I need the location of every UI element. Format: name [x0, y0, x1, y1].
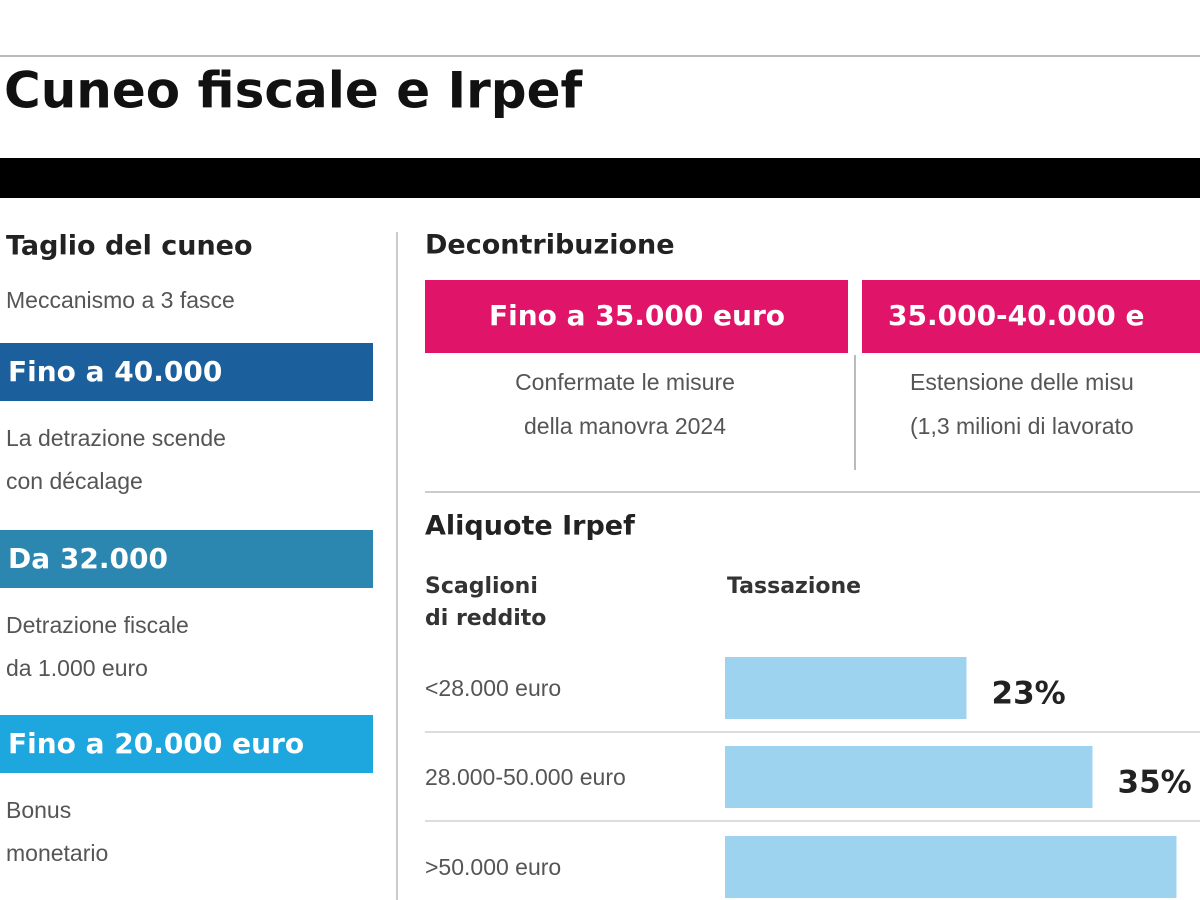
- band-text: monetario: [6, 840, 108, 866]
- band-text: Bonus: [6, 797, 71, 823]
- pink-box: [862, 280, 1200, 353]
- box-text: (1,3 milioni di lavorato: [910, 413, 1134, 439]
- band: [0, 715, 373, 773]
- band-text: da 1.000 euro: [6, 655, 148, 681]
- box-text: Estensione delle misu: [910, 369, 1134, 395]
- pink-box: [425, 280, 848, 353]
- box-text: della manovra 2024: [524, 413, 726, 439]
- box-label: Fino a 35.000 euro: [489, 299, 785, 332]
- category-label: >50.000 euro: [425, 854, 561, 880]
- band-text: La detrazione scende: [6, 425, 226, 451]
- band: [0, 343, 373, 401]
- band-label: Fino a 20.000 euro: [8, 727, 304, 760]
- band: [0, 530, 373, 588]
- category-label: <28.000 euro: [425, 675, 561, 701]
- title: Cuneo fiscale e Irpef: [4, 62, 583, 120]
- column-header: di reddito: [425, 606, 546, 631]
- category-label: 28.000-50.000 euro: [425, 764, 626, 790]
- band-label: Da 32.000: [8, 542, 168, 575]
- column-header: Tassazione: [727, 574, 861, 599]
- band-text: Detrazione fiscale: [6, 612, 189, 638]
- band-text: con décalage: [6, 468, 143, 494]
- box-label: 35.000-40.000 e: [888, 299, 1144, 332]
- bar: [725, 836, 1177, 898]
- section-title: Decontribuzione: [425, 230, 675, 261]
- redaction-bar: [0, 158, 1200, 198]
- section-subtitle: Meccanismo a 3 fasce: [6, 287, 235, 313]
- box-text: Confermate le misure: [515, 369, 735, 395]
- chart-title: Aliquote Irpef: [425, 511, 635, 542]
- value-label: 23%: [992, 676, 1066, 712]
- section-title: Taglio del cuneo: [6, 231, 253, 262]
- column-header: Scaglioni: [425, 574, 538, 599]
- value-label: 35%: [1118, 765, 1192, 801]
- bar: [725, 657, 967, 719]
- band-label: Fino a 40.000: [8, 355, 222, 388]
- bar: [725, 746, 1093, 808]
